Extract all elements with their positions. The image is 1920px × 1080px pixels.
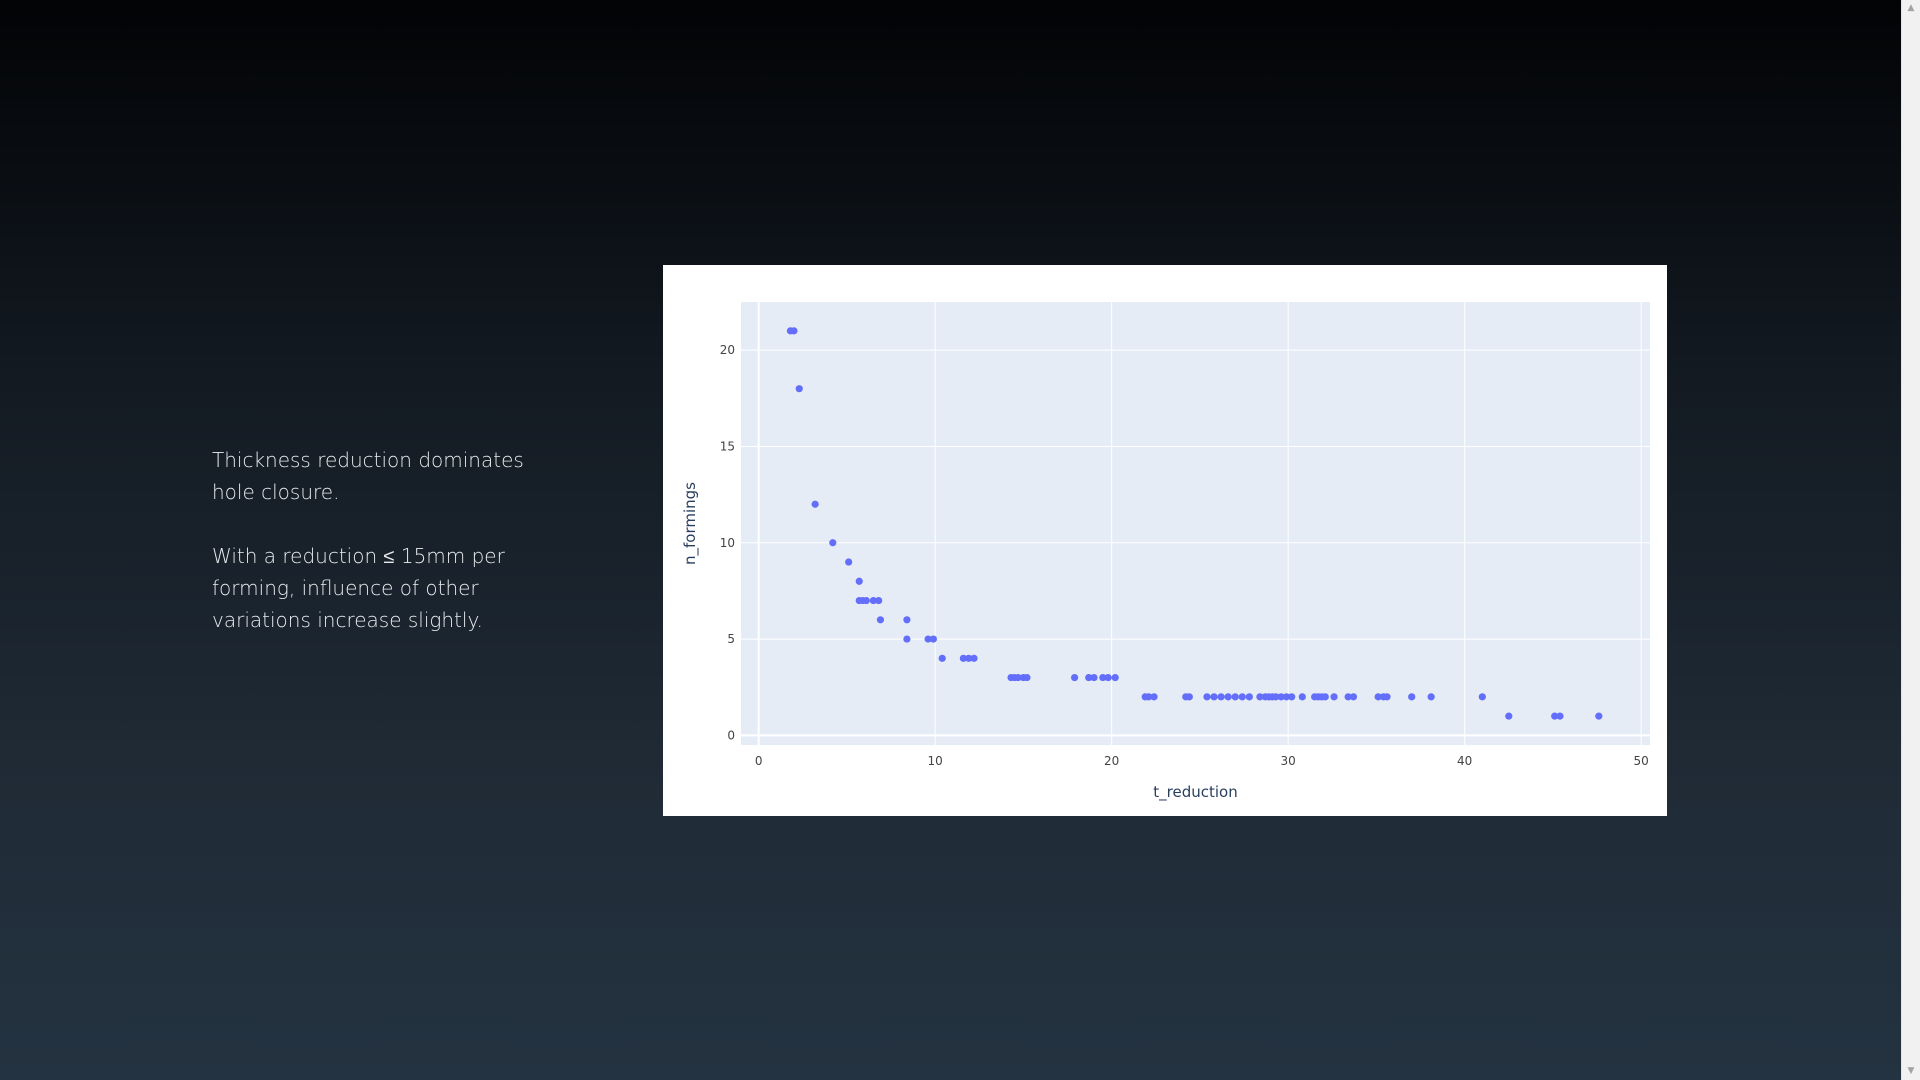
data-point[interactable] [829, 539, 837, 547]
data-point[interactable] [1210, 693, 1218, 701]
data-point[interactable] [1090, 673, 1098, 682]
data-point[interactable] [1344, 693, 1352, 701]
y-axis-title: n_formings [681, 482, 700, 565]
data-point[interactable] [938, 654, 946, 662]
data-point[interactable] [924, 635, 932, 643]
y-tick-label: 0 [727, 728, 735, 742]
chevron-down-icon: ▼ [1907, 1066, 1915, 1076]
data-point[interactable] [970, 654, 978, 662]
data-point[interactable] [1145, 693, 1153, 701]
data-point[interactable] [876, 616, 885, 624]
x-tick-labels: 0 10 20 30 40 50 [755, 754, 1649, 768]
chart-svg: 0 10 20 30 40 50 0 5 10 15 20 t_reduction n_formi… [681, 302, 1650, 802]
chevron-up-icon: ▲ [1907, 3, 1915, 13]
data-point[interactable] [1224, 693, 1232, 701]
data-point[interactable] [1238, 693, 1246, 701]
y-tick-label: 5 [727, 632, 735, 646]
data-point[interactable] [929, 635, 937, 643]
y-gridlines [741, 349, 1650, 737]
vertical-scrollbar[interactable]: ▲ ▼ [1901, 0, 1920, 1080]
data-point[interactable] [1014, 673, 1022, 682]
scroll-up-button[interactable]: ▲ [1902, 0, 1920, 17]
data-point[interactable] [959, 654, 967, 662]
data-point[interactable] [862, 596, 870, 605]
data-point[interactable] [1099, 673, 1107, 682]
data-point[interactable] [795, 385, 803, 393]
x-tick-label: 20 [1104, 754, 1119, 768]
y-tick-label: 20 [720, 343, 735, 357]
data-point[interactable] [1185, 693, 1193, 701]
plot-area[interactable] [741, 302, 1650, 745]
data-point[interactable] [1349, 693, 1358, 701]
data-point[interactable] [869, 596, 877, 605]
paragraph-reduction-note: With a reduction ≤ 15mm per forming, inf… [212, 544, 505, 632]
x-gridlines [757, 302, 1642, 745]
data-point[interactable] [903, 635, 911, 643]
scatter-points [786, 327, 1603, 720]
data-point[interactable] [965, 654, 973, 662]
paragraph-hole-closure: Thickness reduction dominates hole closu… [212, 448, 524, 504]
x-tick-label: 0 [755, 754, 763, 768]
x-tick-label: 40 [1457, 754, 1472, 768]
x-tick-label: 10 [928, 754, 943, 768]
data-point[interactable] [1256, 693, 1264, 701]
data-point[interactable] [845, 558, 853, 566]
scroll-down-button[interactable]: ▼ [1902, 1063, 1920, 1080]
data-point[interactable] [875, 596, 883, 605]
y-tick-labels: 0 5 10 15 20 [720, 343, 735, 742]
data-point[interactable] [1505, 712, 1513, 720]
data-point[interactable] [1231, 693, 1239, 701]
data-point[interactable] [1321, 693, 1329, 701]
data-point[interactable] [811, 500, 819, 508]
data-point[interactable] [1277, 693, 1285, 701]
data-point[interactable] [790, 327, 798, 335]
data-point[interactable] [1374, 693, 1382, 701]
data-point[interactable] [1085, 673, 1093, 682]
data-point[interactable] [1298, 693, 1306, 701]
data-point[interactable] [1478, 693, 1486, 701]
data-point[interactable] [1551, 712, 1559, 720]
data-point[interactable] [1330, 693, 1338, 701]
data-point[interactable] [903, 616, 911, 624]
x-tick-label: 50 [1634, 754, 1649, 768]
x-axis-title: t_reduction [1153, 783, 1237, 802]
data-point[interactable] [1288, 693, 1296, 701]
data-point[interactable] [1217, 693, 1225, 701]
data-point[interactable] [1245, 693, 1253, 701]
y-tick-label: 15 [720, 439, 735, 453]
data-point[interactable] [1272, 693, 1280, 701]
data-point[interactable] [1203, 693, 1211, 701]
data-point[interactable] [1150, 693, 1158, 701]
data-point[interactable] [1282, 693, 1290, 701]
data-point[interactable] [1070, 673, 1079, 682]
data-point[interactable] [1556, 712, 1564, 720]
data-point[interactable] [855, 577, 863, 585]
data-point[interactable] [1111, 673, 1119, 682]
x-tick-label: 30 [1281, 754, 1296, 768]
scatter-chart[interactable]: 0 10 20 30 40 50 0 5 10 15 20 t_reduction n_formi… [663, 265, 1667, 816]
data-point[interactable] [1023, 673, 1031, 682]
slide-text: Thickness reduction dominates hole closu… [212, 444, 572, 668]
data-point[interactable] [1104, 673, 1112, 682]
y-tick-label: 10 [720, 536, 735, 550]
data-point[interactable] [1383, 693, 1391, 701]
data-point[interactable] [1427, 693, 1435, 701]
data-point[interactable] [1595, 712, 1603, 720]
data-point[interactable] [1408, 693, 1416, 701]
